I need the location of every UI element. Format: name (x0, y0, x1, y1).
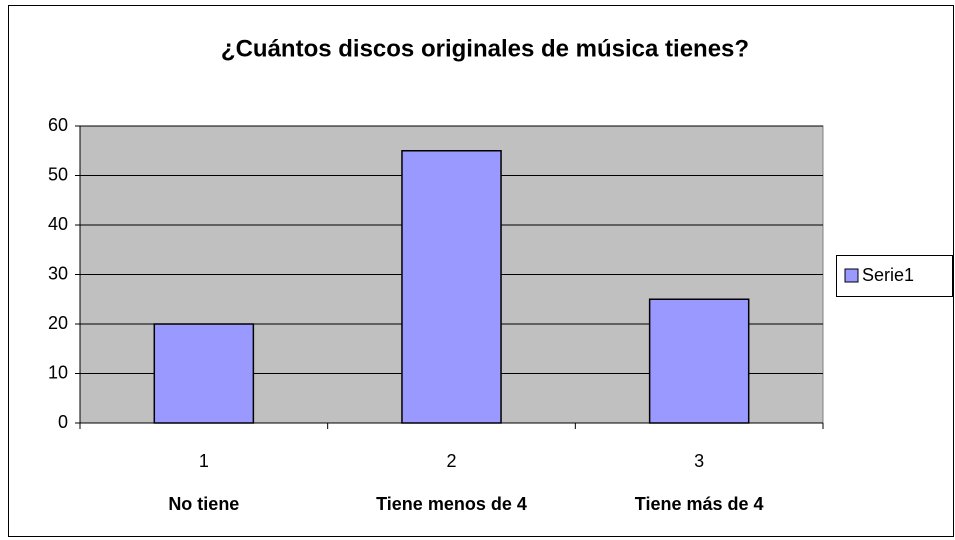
category-name: Tiene más de 4 (635, 494, 764, 514)
x-tick-label: 2 (446, 451, 456, 471)
x-tick-label: 3 (694, 451, 704, 471)
x-tick-label: 1 (199, 451, 209, 471)
y-tick-label: 40 (48, 214, 68, 234)
y-tick-label: 50 (48, 164, 68, 184)
category-name: No tiene (168, 494, 239, 514)
y-tick-label: 30 (48, 263, 68, 283)
legend-label: Serie1 (862, 265, 914, 285)
y-tick-label: 60 (48, 115, 68, 135)
y-tick-label: 10 (48, 362, 68, 382)
legend-swatch (844, 268, 859, 283)
y-tick-label: 20 (48, 313, 68, 333)
y-tick-label: 0 (58, 412, 68, 432)
category-name: Tiene menos de 4 (376, 494, 527, 514)
chart-title: ¿Cuántos discos originales de música tie… (221, 35, 749, 62)
bar (648, 298, 750, 424)
bar (401, 150, 502, 424)
bar (153, 323, 255, 424)
